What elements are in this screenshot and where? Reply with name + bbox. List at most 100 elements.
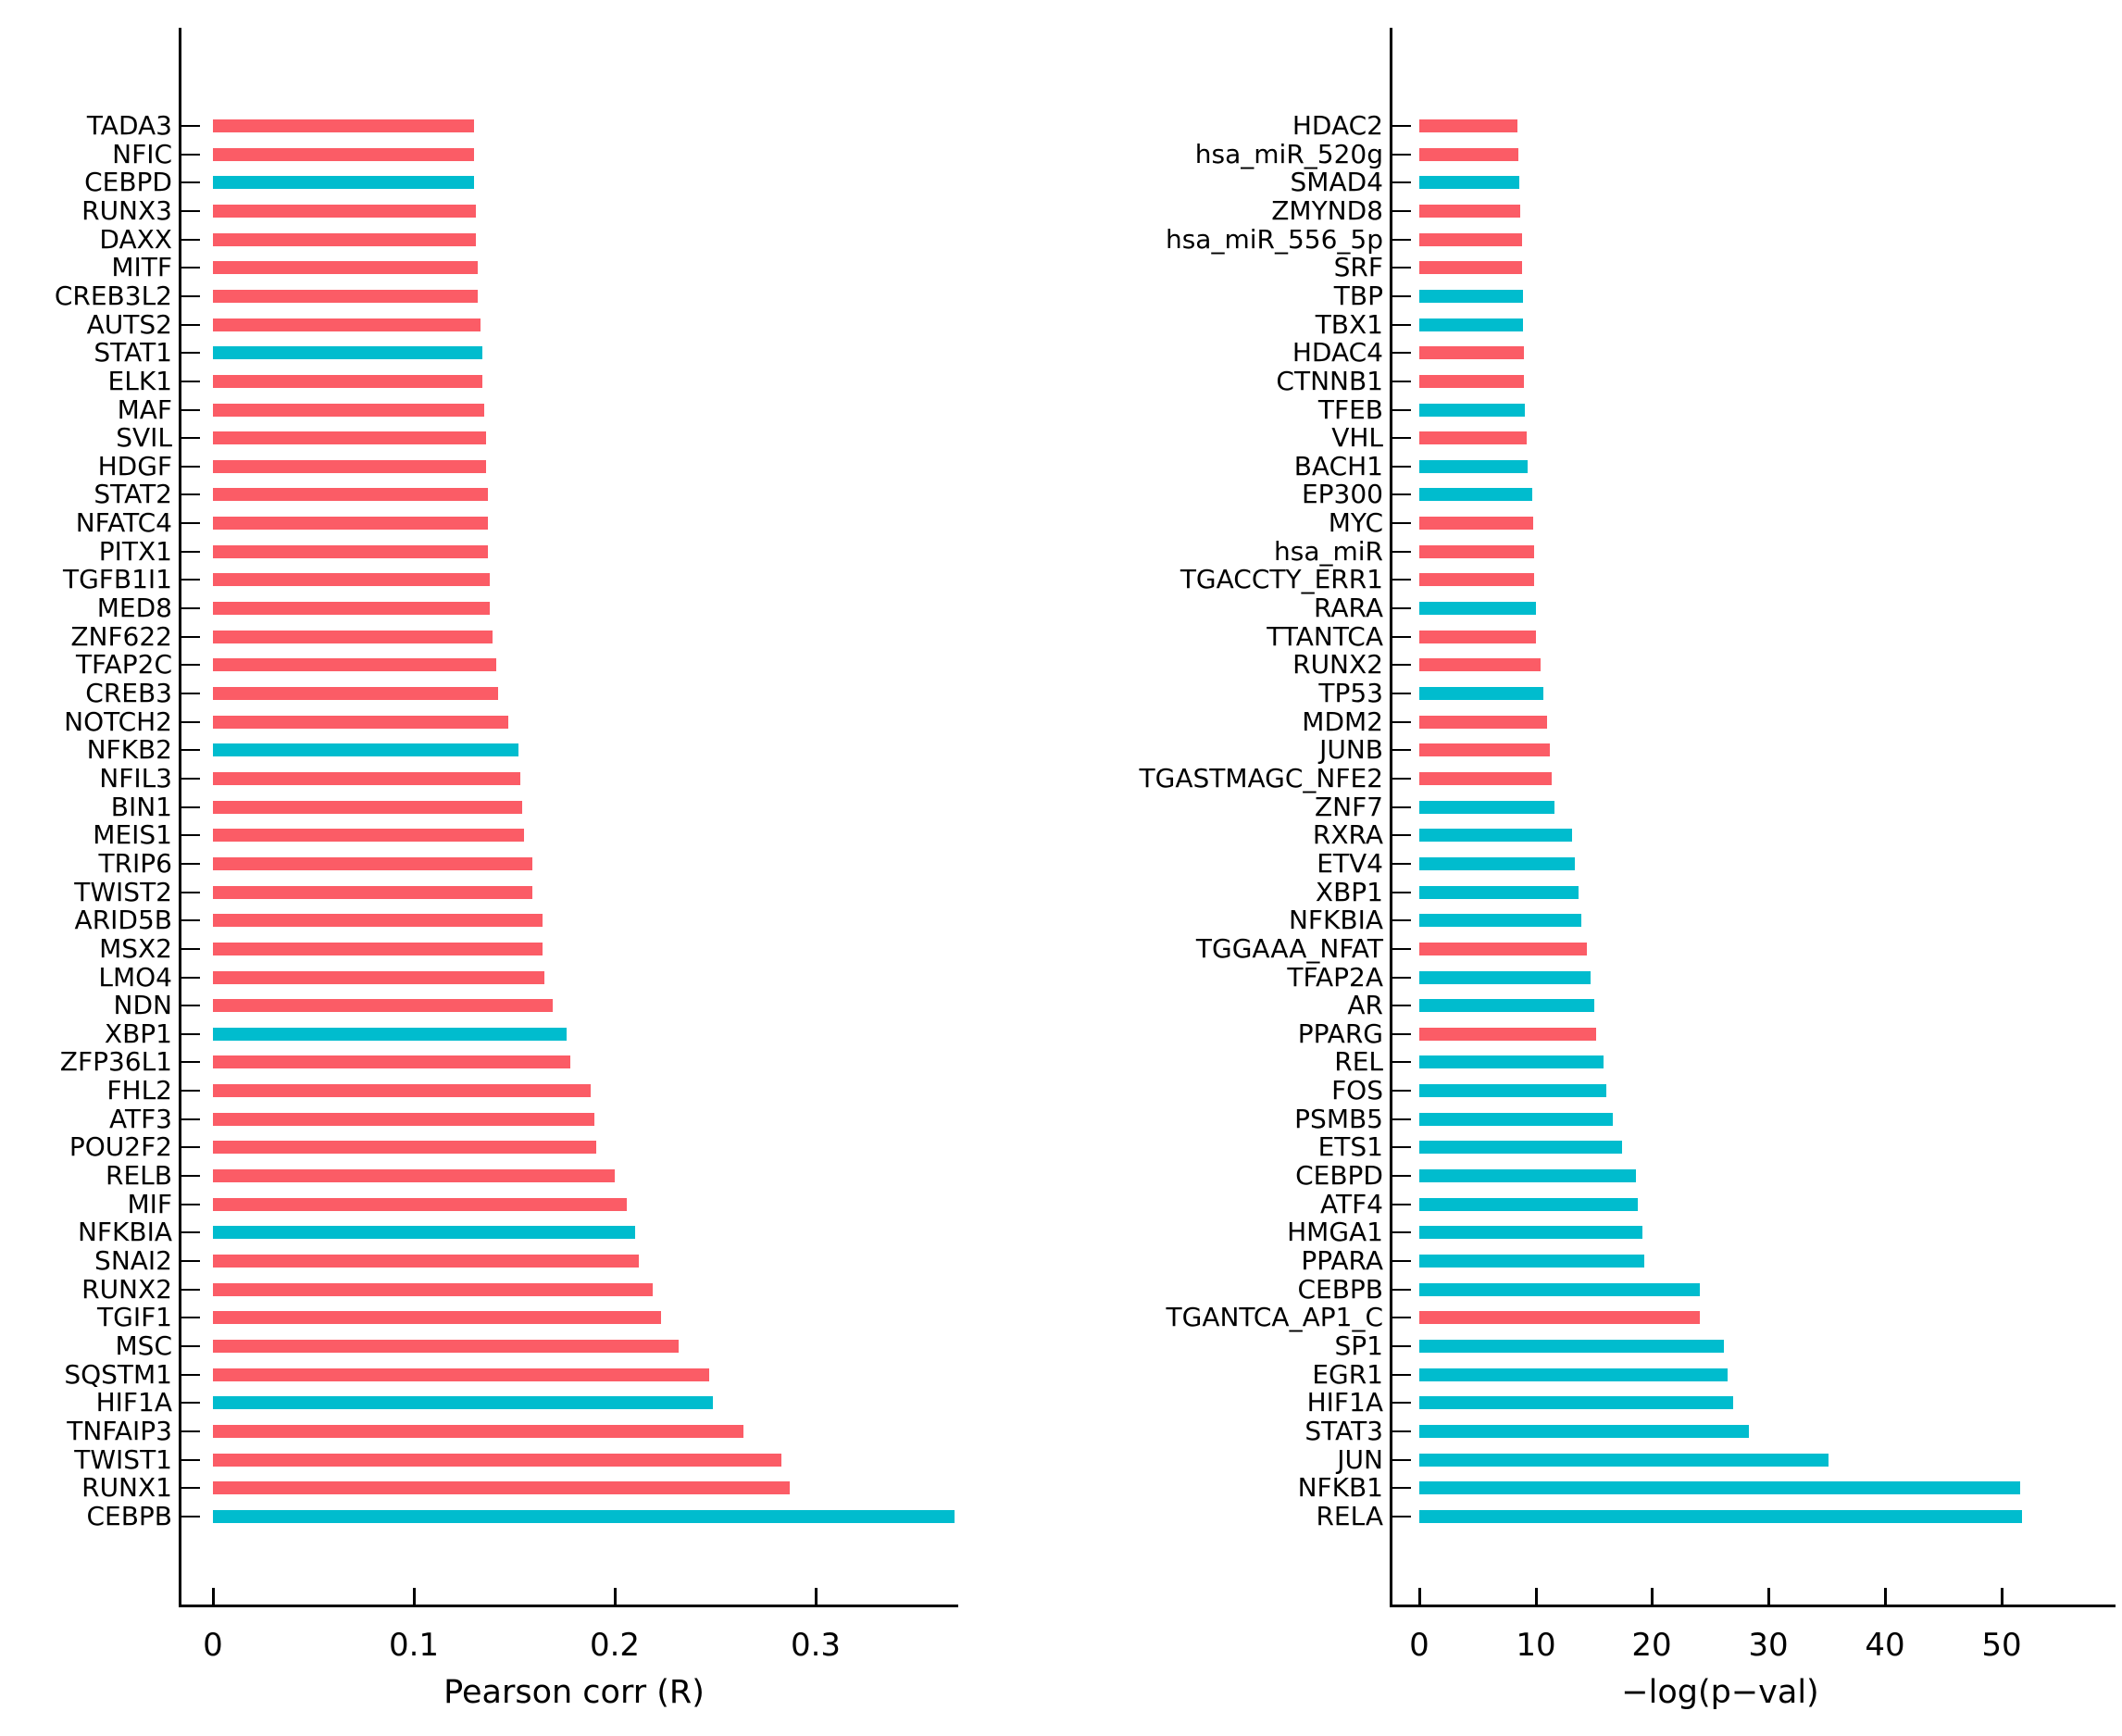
category-label: TWIST2	[74, 877, 172, 907]
category-label: SMAD4	[1290, 167, 1383, 197]
category-label: FOS	[1331, 1075, 1383, 1105]
category-label: TADA3	[86, 110, 172, 141]
category-label: MEIS1	[93, 819, 172, 850]
category-label: XBP1	[104, 1018, 172, 1049]
y-tick-mark	[181, 693, 200, 694]
category-label: TGANTCA_AP1_C	[1166, 1302, 1383, 1332]
y-tick-mark	[181, 352, 200, 354]
category-label: TTANTCA	[1267, 621, 1383, 652]
bar	[1419, 488, 1532, 501]
bar	[213, 460, 486, 473]
bar	[1419, 772, 1552, 785]
category-label: RELB	[106, 1160, 172, 1191]
category-label: NFKBIA	[1288, 905, 1383, 935]
bar	[1419, 233, 1522, 246]
bar	[1419, 631, 1536, 643]
y-tick-mark	[1392, 1204, 1411, 1205]
bar	[213, 1028, 567, 1041]
y-tick-mark	[1392, 466, 1411, 468]
bar	[213, 857, 532, 870]
category-label: CEBPB	[1297, 1274, 1383, 1305]
bar	[213, 233, 476, 246]
category-label: ATF3	[108, 1104, 172, 1134]
category-label: TGFB1I1	[62, 564, 172, 594]
y-tick-mark	[181, 1516, 200, 1517]
y-tick-mark	[1392, 1345, 1411, 1347]
category-label: TBP	[1333, 281, 1383, 311]
x-tick-label: 50	[1981, 1627, 2022, 1664]
y-tick-mark	[1392, 154, 1411, 156]
y-tick-mark	[181, 721, 200, 723]
bar	[1419, 658, 1541, 671]
category-label: ZMYND8	[1271, 195, 1383, 226]
y-tick-mark	[181, 863, 200, 865]
x-axis-label-left: Pearson corr (R)	[443, 1674, 705, 1711]
category-label: ELK1	[107, 366, 172, 396]
category-label: HMGA1	[1287, 1217, 1383, 1247]
bar	[213, 1510, 955, 1523]
x-tick-mark	[212, 1588, 215, 1605]
category-label: ATF4	[1319, 1189, 1383, 1219]
y-tick-mark	[181, 267, 200, 269]
category-label: TGASTMAGC_NFE2	[1139, 763, 1383, 793]
category-label: NOTCH2	[64, 706, 172, 737]
bar	[213, 545, 488, 558]
category-label: NFKBIA	[77, 1217, 172, 1247]
category-label: NFKB1	[1297, 1472, 1383, 1503]
bar	[1419, 460, 1528, 473]
y-tick-mark	[1392, 834, 1411, 836]
x-tick-mark	[1535, 1588, 1538, 1605]
bar	[213, 602, 490, 615]
y-tick-mark	[181, 409, 200, 411]
category-label: XBP1	[1315, 877, 1383, 907]
bar	[1419, 716, 1547, 729]
bar	[213, 119, 474, 132]
bar	[213, 375, 482, 388]
category-label: CEBPD	[1295, 1160, 1383, 1191]
category-label: hsa_miR	[1273, 536, 1383, 567]
bar	[1419, 1084, 1606, 1097]
y-tick-mark	[1392, 1459, 1411, 1461]
y-tick-mark	[1392, 693, 1411, 694]
bar	[1419, 1425, 1749, 1438]
category-label: RXRA	[1312, 819, 1383, 850]
y-tick-mark	[181, 210, 200, 212]
x-tick-mark	[1767, 1588, 1770, 1605]
bar	[213, 886, 532, 899]
category-label: HIF1A	[95, 1387, 172, 1418]
bar	[1419, 148, 1518, 161]
x-tick-label: 30	[1748, 1627, 1789, 1664]
bar	[213, 743, 518, 756]
bar	[213, 1055, 570, 1068]
y-tick-mark	[1392, 522, 1411, 524]
bar	[1419, 829, 1572, 842]
bar	[213, 1113, 594, 1126]
y-tick-mark	[1392, 239, 1411, 241]
bar	[1419, 205, 1520, 218]
x-tick-mark	[815, 1588, 818, 1605]
bar	[213, 801, 522, 814]
category-label: BACH1	[1293, 451, 1383, 481]
category-label: SQSTM1	[64, 1359, 172, 1390]
category-label: PPARA	[1301, 1245, 1383, 1276]
bar	[1419, 1028, 1596, 1041]
y-tick-mark	[181, 295, 200, 297]
bar	[213, 1425, 743, 1438]
category-label: SNAI2	[94, 1245, 172, 1276]
category-label: HDAC2	[1292, 110, 1383, 141]
y-tick-mark	[1392, 1260, 1411, 1262]
bar	[1419, 1454, 1829, 1467]
bar	[1419, 517, 1533, 530]
bar	[1419, 1340, 1724, 1353]
y-tick-mark	[181, 834, 200, 836]
bar	[213, 290, 478, 303]
y-tick-mark	[181, 749, 200, 751]
x-tick-label: 40	[1865, 1627, 1905, 1664]
category-label: BIN1	[110, 792, 172, 822]
category-label: AUTS2	[86, 309, 172, 340]
y-tick-mark	[1392, 1374, 1411, 1376]
category-label: MSX2	[99, 933, 172, 964]
bar	[1419, 1255, 1644, 1268]
bar	[213, 687, 498, 700]
bar	[213, 658, 496, 671]
